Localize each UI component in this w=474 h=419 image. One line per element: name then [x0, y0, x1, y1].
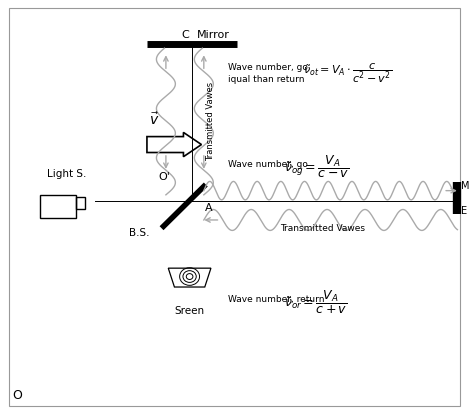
Text: O': O': [159, 172, 171, 182]
Text: C: C: [181, 30, 189, 40]
Text: Wave number, go: Wave number, go: [228, 160, 308, 169]
Text: $\tilde{\nu}_{og} = \dfrac{V_A}{c - v}$: $\tilde{\nu}_{og} = \dfrac{V_A}{c - v}$: [284, 154, 350, 180]
Text: $\tilde{\nu}_{ot} = V_A \cdot \dfrac{c}{c^2 - v^2}$: $\tilde{\nu}_{ot} = V_A \cdot \dfrac{c}{…: [303, 62, 392, 85]
Text: A: A: [205, 203, 212, 213]
Text: Wave number, go
iqual than return: Wave number, go iqual than return: [228, 62, 308, 84]
FancyArrow shape: [147, 132, 201, 157]
Text: $\tilde{\nu}_{or} = \dfrac{V_A}{c + v}$: $\tilde{\nu}_{or} = \dfrac{V_A}{c + v}$: [284, 289, 348, 316]
Text: Mirror: Mirror: [197, 30, 229, 40]
Text: Wave number, return: Wave number, return: [228, 295, 324, 304]
Bar: [40, 195, 76, 218]
Text: M: M: [461, 181, 469, 191]
Text: Transmitted Vawes: Transmitted Vawes: [280, 224, 365, 233]
Text: Sreen: Sreen: [174, 306, 205, 316]
Text: Light S.: Light S.: [46, 169, 86, 179]
Text: E: E: [461, 206, 467, 216]
Text: B.S.: B.S.: [129, 228, 149, 238]
Text: $\vec{v}$: $\vec{v}$: [149, 111, 160, 128]
Text: Transmitted Vawes: Transmitted Vawes: [206, 82, 215, 161]
Bar: [76, 197, 85, 210]
Text: O: O: [12, 389, 22, 402]
